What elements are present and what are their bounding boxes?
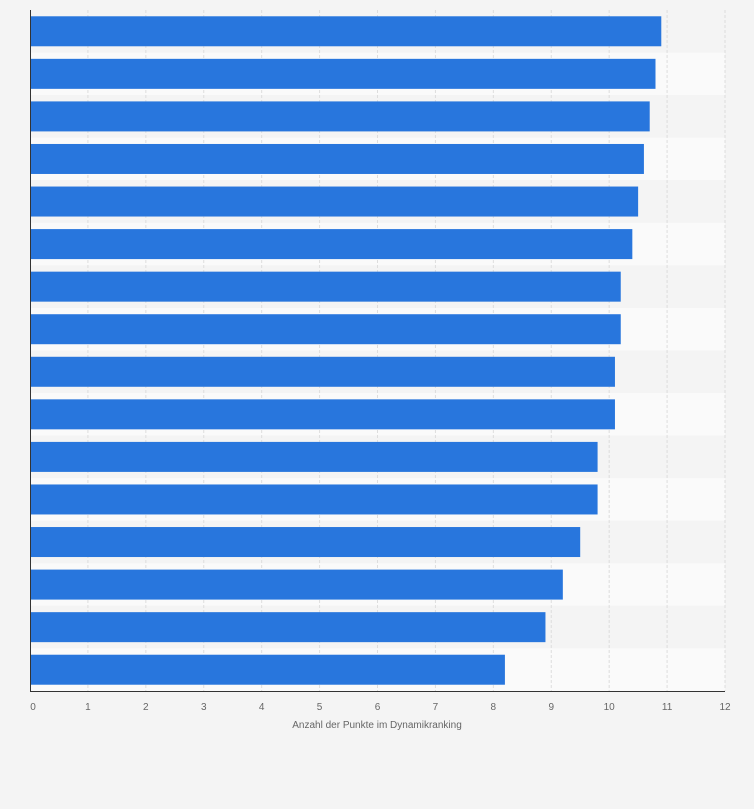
bar: [30, 527, 581, 558]
x-tick-label: 2: [143, 702, 149, 713]
x-tick-label: 8: [491, 702, 497, 713]
x-tick-label: 1: [85, 702, 91, 713]
x-tick-label: 0: [30, 702, 36, 713]
bars: [30, 16, 662, 685]
bar: [30, 441, 598, 472]
x-tick-label: 7: [433, 702, 439, 713]
x-tick-label: 4: [259, 702, 265, 713]
x-tick-label: 12: [719, 702, 731, 713]
bar: [30, 399, 615, 430]
x-tick-label: 3: [201, 702, 207, 713]
bar: [30, 654, 505, 685]
bar: [30, 569, 563, 600]
bar: [30, 16, 662, 47]
x-tick-label: 9: [548, 702, 554, 713]
bar: [30, 186, 639, 217]
bar: [30, 271, 621, 302]
x-axis-title: Anzahl der Punkte im Dynamikranking: [292, 720, 462, 731]
x-tick-label: 10: [604, 702, 616, 713]
bar: [30, 143, 644, 174]
bar: [30, 612, 546, 643]
x-tick-label: 5: [317, 702, 323, 713]
bar: [30, 484, 598, 515]
x-tick-label: 11: [662, 702, 673, 713]
bar: [30, 356, 615, 387]
bar: [30, 314, 621, 345]
bar: [30, 58, 656, 89]
x-tick-label: 6: [375, 702, 381, 713]
x-tick-labels: 0 1 2 3 4 5 6 7 8 9 10 11 12: [30, 702, 731, 713]
bar: [30, 229, 633, 260]
bar: [30, 101, 650, 132]
axes: [30, 10, 725, 692]
